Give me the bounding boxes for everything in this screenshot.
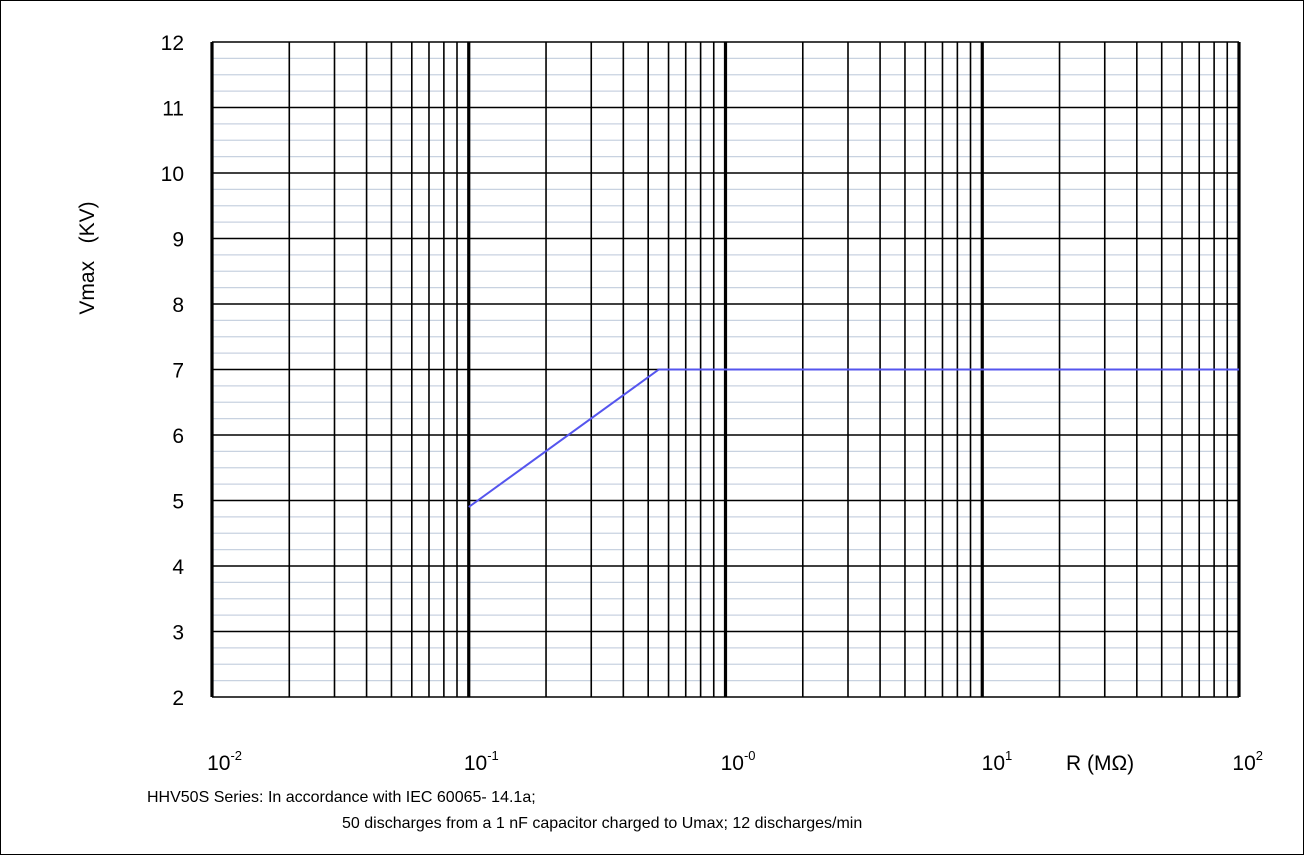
y-tick-label: 3 bbox=[172, 622, 184, 645]
x-tick-label: 10-0 bbox=[721, 748, 756, 775]
y-tick-label: 2 bbox=[172, 687, 184, 710]
x-tick-label: 101 bbox=[982, 748, 1013, 775]
y-tick-labels: 2 3 4 5 6 7 8 9 10 11 12 bbox=[161, 32, 185, 710]
y-tick-label: 10 bbox=[161, 163, 184, 186]
y-tick-label: 5 bbox=[172, 491, 184, 514]
y-tick-label: 4 bbox=[172, 556, 184, 579]
series-layer bbox=[468, 368, 1239, 508]
x-tick-label: 10-1 bbox=[464, 748, 499, 775]
x-axis-title: R (MΩ) bbox=[1066, 752, 1134, 775]
y-axis-title: Vmax (KV) bbox=[76, 201, 99, 314]
x-tick-label: 10-2 bbox=[207, 748, 242, 775]
caption-line-1: HHV50S Series: In accordance with IEC 60… bbox=[147, 789, 536, 806]
caption-line-2: 50 discharges from a 1 nF capacitor char… bbox=[342, 815, 863, 832]
y-tick-label: 8 bbox=[172, 294, 184, 317]
y-tick-label: 11 bbox=[162, 98, 184, 121]
major-grid bbox=[210, 41, 1241, 698]
x-tick-labels: 10-2 10-1 10-0 101 102 bbox=[207, 748, 1263, 775]
y-tick-label: 6 bbox=[172, 425, 184, 448]
y-tick-label: 9 bbox=[172, 229, 184, 252]
y-tick-label: 12 bbox=[161, 32, 184, 55]
series-line-0 bbox=[468, 368, 1239, 508]
y-tick-label: 7 bbox=[172, 360, 184, 383]
x-tick-label: 102 bbox=[1232, 748, 1263, 775]
